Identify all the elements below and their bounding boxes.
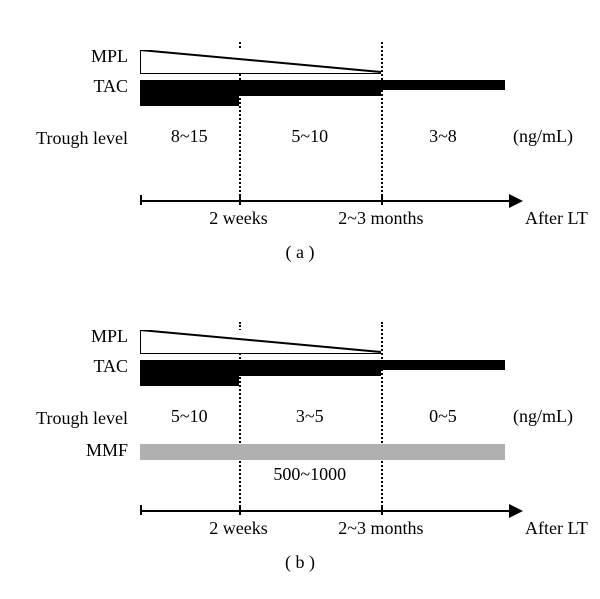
axis-arrow-a xyxy=(509,194,523,208)
value-b-trough-1: 3~5 xyxy=(239,406,381,427)
label-b-mpl: MPL xyxy=(0,326,128,347)
panel-a: MPL TAC Trough level 8~155~103~8 (ng/mL) 2 we… xyxy=(0,30,600,280)
label-b-mmf: MMF xyxy=(0,440,128,461)
unit-a-trough: (ng/mL) xyxy=(513,126,573,147)
label-a-tac: TAC xyxy=(0,76,128,97)
value-a-trough-2: 3~8 xyxy=(381,126,505,147)
axis-tick-a-2 xyxy=(381,195,383,205)
bar-a-tac-0 xyxy=(140,80,239,106)
axis-tick-a-1 xyxy=(239,195,241,205)
value-b-trough-0: 5~10 xyxy=(140,406,239,427)
axis-label-a-1: 2~3 months xyxy=(331,208,431,229)
bar-b-mmf xyxy=(140,444,505,460)
unit-b-trough: (ng/mL) xyxy=(513,406,573,427)
wedge-b-mpl xyxy=(140,330,381,354)
caption-b: ( b ) xyxy=(0,552,600,573)
axis-label-a-0: 2 weeks xyxy=(189,208,289,229)
caption-a: ( a ) xyxy=(0,242,600,263)
axis-arrow-b xyxy=(509,504,523,518)
wedge-a-mpl xyxy=(140,50,381,74)
bar-b-tac-0 xyxy=(140,360,239,386)
label-a-trough: Trough level xyxy=(0,128,128,149)
axis-tick-a-0 xyxy=(140,195,142,205)
axis-label-a-2: After LT xyxy=(525,208,600,229)
axis-tick-b-0 xyxy=(140,505,142,515)
axis-tick-b-2 xyxy=(381,505,383,515)
axis-label-b-0: 2 weeks xyxy=(189,518,289,539)
axis-a xyxy=(140,200,511,202)
label-b-trough: Trough level xyxy=(0,408,128,429)
axis-tick-b-1 xyxy=(239,505,241,515)
value-b-mmf: 500~1000 xyxy=(239,464,381,485)
axis-label-b-1: 2~3 months xyxy=(331,518,431,539)
axis-b xyxy=(140,510,511,512)
bar-a-tac-2 xyxy=(381,80,505,90)
label-a-mpl: MPL xyxy=(0,46,128,67)
value-a-trough-1: 5~10 xyxy=(239,126,381,147)
value-b-trough-2: 0~5 xyxy=(381,406,505,427)
value-a-trough-0: 8~15 xyxy=(140,126,239,147)
bar-b-tac-1 xyxy=(239,360,381,376)
panel-b: MPL TAC Trough level 5~103~50~5 (ng/mL) MMF 50… xyxy=(0,310,600,590)
guide-a-1 xyxy=(381,42,383,200)
bar-a-tac-1 xyxy=(239,80,381,96)
bar-b-tac-2 xyxy=(381,360,505,370)
label-b-tac: TAC xyxy=(0,356,128,377)
axis-label-b-2: After LT xyxy=(525,518,600,539)
